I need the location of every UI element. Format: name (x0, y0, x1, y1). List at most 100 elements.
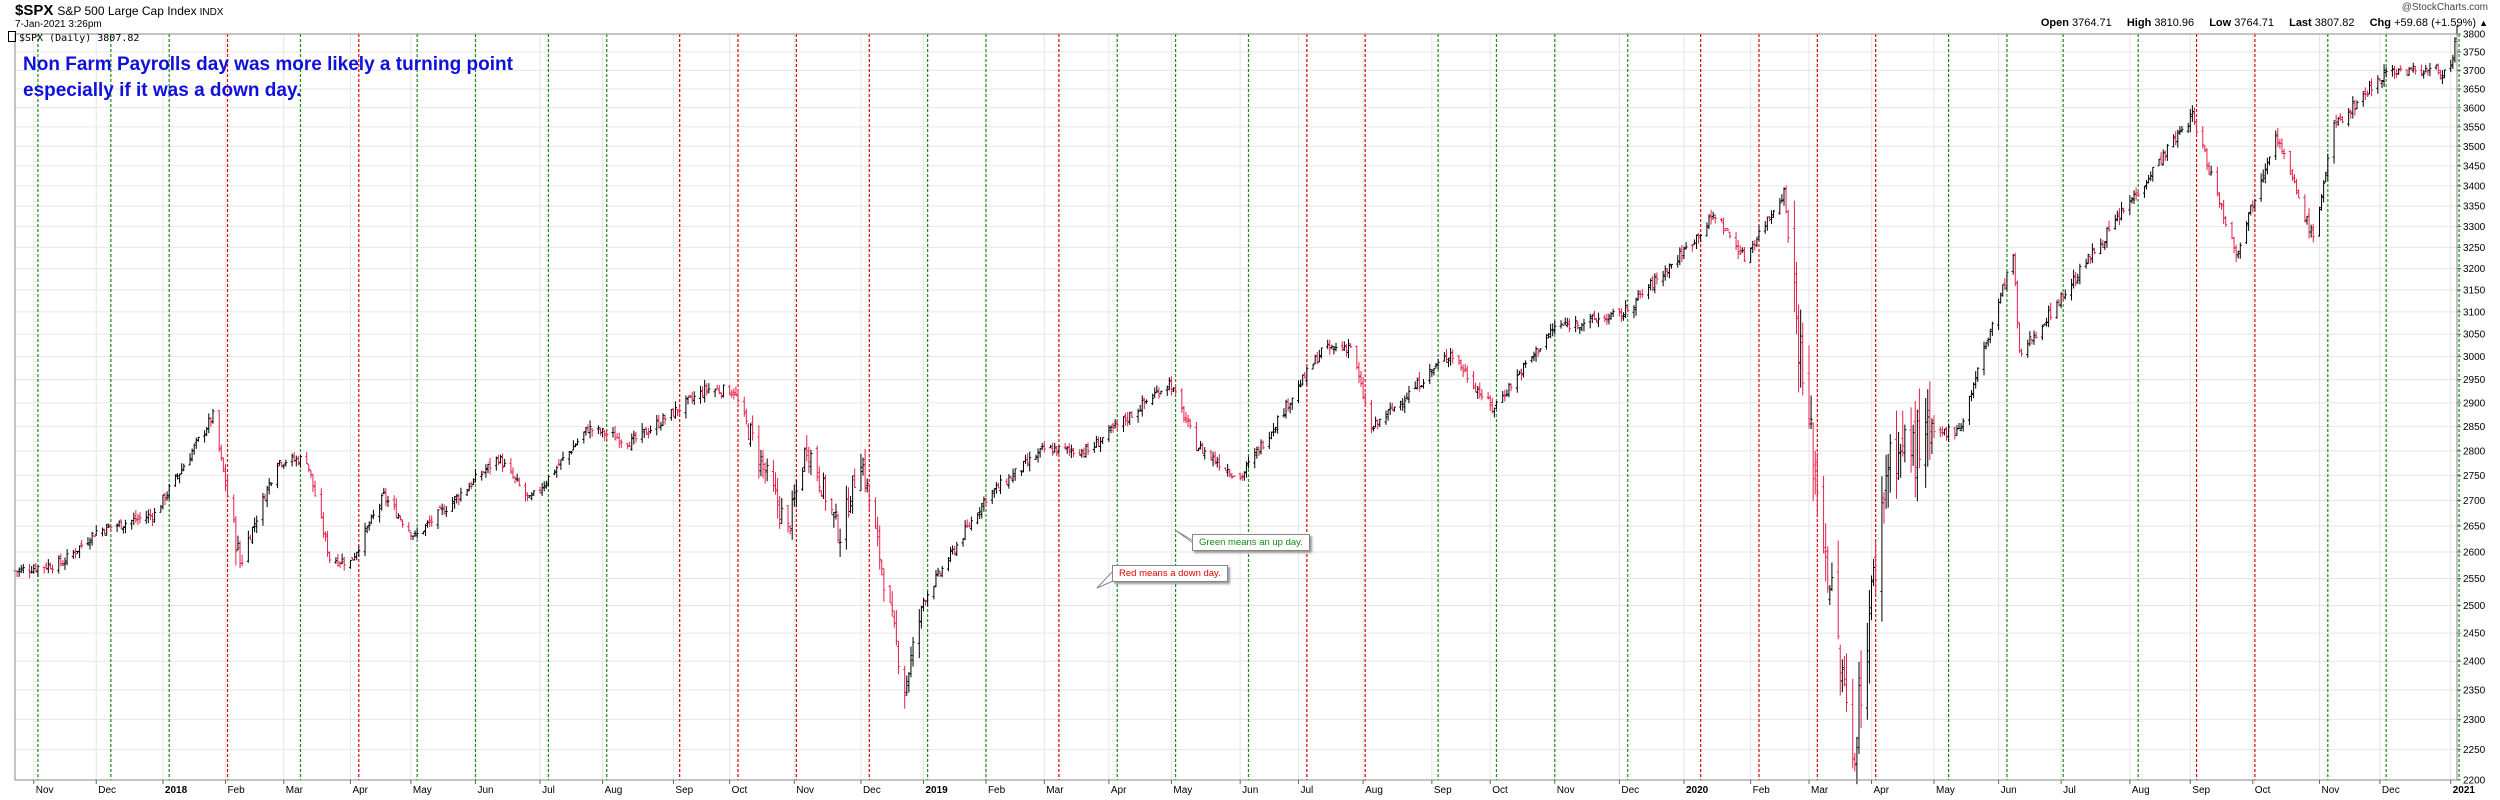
price-bar-up (1038, 447, 1042, 458)
price-bar-up (1749, 247, 1753, 264)
price-bar-down (2426, 69, 2430, 76)
price-bar-up (32, 564, 36, 574)
price-bar-up (176, 473, 180, 480)
price-bar-up (123, 519, 127, 534)
price-bar-down (1369, 400, 1373, 434)
price-bar-down (2392, 65, 2396, 79)
price-bar-down (138, 512, 142, 524)
price-bar-down (644, 427, 648, 436)
x-tick-label: Sep (1434, 785, 1452, 796)
price-bar-down (323, 531, 327, 542)
price-bar-up (411, 535, 415, 541)
price-bar-down (1728, 231, 1732, 239)
price-bar-down (1895, 410, 1899, 499)
price-bar-up (1517, 370, 1521, 376)
x-tick-label: Sep (675, 785, 693, 796)
price-bar-up (396, 513, 400, 519)
price-bar-down (1836, 540, 1840, 640)
y-tick-label: 3150 (2463, 286, 2486, 297)
price-bar-down (896, 640, 900, 675)
price-bar-up (1151, 393, 1155, 405)
price-bar-up (1990, 321, 1994, 337)
price-bar-down (603, 429, 607, 442)
plot-frame (14, 33, 2458, 781)
price-bar-down (1503, 389, 1507, 402)
price-bar-up (86, 537, 90, 546)
price-bar-down (938, 571, 942, 578)
price-bar-down (311, 473, 315, 492)
price-bar-down (678, 404, 682, 415)
price-bar-up (486, 463, 490, 474)
price-bar-down (1767, 216, 1771, 222)
price-bar-down (1344, 343, 1348, 357)
price-bar-up (261, 493, 265, 526)
price-bar-up (365, 526, 369, 534)
price-bar-up (1313, 354, 1317, 365)
price-bar-down (2420, 64, 2424, 77)
price-bar-down (1680, 244, 1684, 263)
price-bar-down (263, 493, 267, 501)
price-bar-up (1622, 312, 1626, 321)
y-tick-label: 3300 (2463, 222, 2486, 233)
x-tick-label: May (1173, 785, 1192, 796)
price-bar-up (2320, 194, 2324, 211)
price-bar-down (2003, 278, 2007, 291)
price-bar-down (217, 409, 221, 452)
price-bar-up (2245, 221, 2249, 244)
price-bar-up (1094, 435, 1098, 448)
price-bar-down (996, 482, 1000, 489)
price-bar-down (1901, 410, 1905, 457)
open-value: 3764.71 (2072, 17, 2112, 29)
price-bar-up (1065, 446, 1069, 454)
price-bar-up (1915, 409, 1919, 502)
price-bar-down (1472, 371, 1476, 390)
x-tick-label: Feb (988, 785, 1006, 796)
price-bar-down (307, 464, 311, 473)
price-bar-down (824, 474, 828, 511)
price-bar-up (180, 463, 184, 475)
price-bar-up (132, 512, 136, 525)
y-tick-label: 2300 (2463, 715, 2486, 726)
y-tick-label: 3450 (2463, 161, 2486, 172)
price-bar-up (188, 453, 192, 466)
price-bar-down (1230, 472, 1234, 479)
price-bar-up (144, 510, 148, 524)
price-bar-up (88, 537, 92, 550)
price-bar-up (2086, 253, 2090, 265)
price-bar-down (590, 428, 594, 437)
price-bar-up (1855, 736, 1859, 785)
price-bar-up (1272, 423, 1276, 437)
price-bar-up (2172, 134, 2176, 148)
price-bar-down (2215, 166, 2219, 197)
price-bar-down (786, 505, 790, 533)
price-bar-down (1067, 443, 1071, 456)
price-bar-up (2115, 210, 2119, 222)
price-bar-up (669, 409, 673, 421)
price-bar-up (105, 523, 109, 536)
price-bar-down (882, 568, 886, 602)
price-bar-down (1519, 368, 1523, 381)
price-bar-down (2413, 66, 2417, 75)
price-bar-down (1724, 228, 1728, 232)
price-bar-up (1415, 377, 1419, 390)
price-bar-down (1071, 447, 1075, 458)
price-bar-down (313, 480, 317, 497)
price-bar-up (1840, 659, 1844, 693)
price-bar-down (240, 554, 244, 567)
x-tick-label: Apr (1111, 785, 1127, 796)
x-tick-label: Jul (1301, 785, 1314, 796)
price-bar-down (538, 486, 542, 494)
price-bar-down (1315, 351, 1319, 365)
price-bar-down (1390, 402, 1394, 411)
price-bar-up (153, 508, 157, 523)
price-bar-up (1069, 444, 1073, 459)
price-bar-up (1384, 410, 1388, 425)
price-bar-up (2028, 331, 2032, 347)
price-bar-up (1299, 379, 1303, 388)
price-bar-up (1442, 352, 1446, 362)
x-tick-label: Feb (227, 785, 245, 796)
price-bar-up (2176, 129, 2180, 148)
price-bar-up (1955, 425, 1959, 436)
price-bar-up (865, 478, 869, 493)
price-bar-up (2424, 65, 2428, 73)
